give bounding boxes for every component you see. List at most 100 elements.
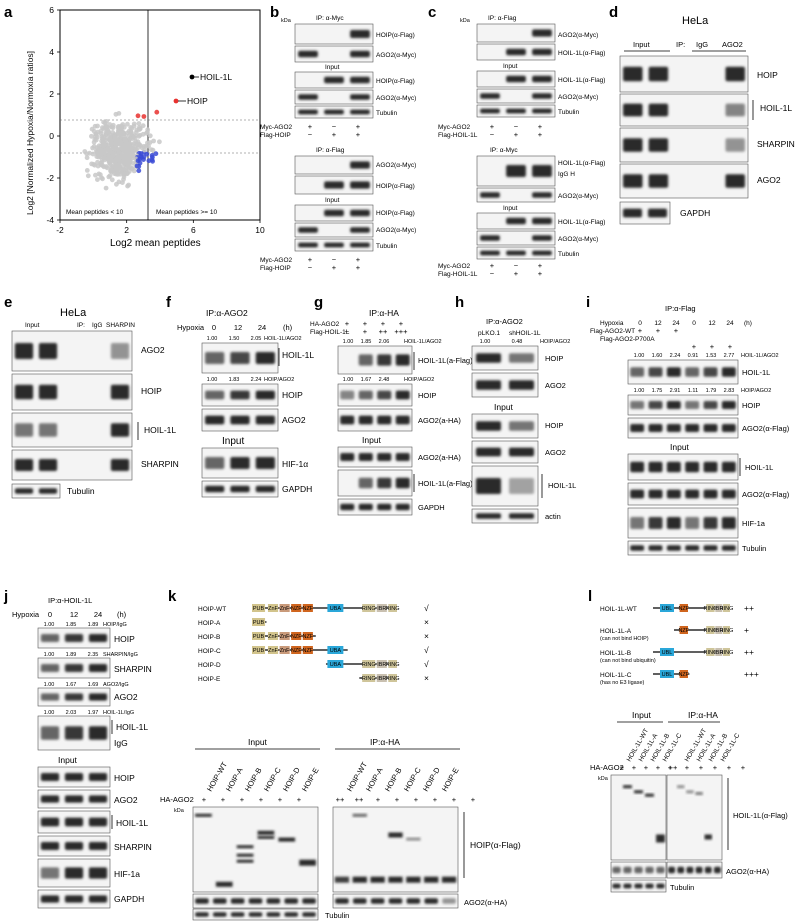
band [358,390,373,400]
scatter-point [115,154,121,160]
band [14,384,34,400]
y-tick-labels: -4 -2 0 2 4 6 [46,5,60,225]
band [38,488,58,494]
blot-i-in-hoil [627,453,739,481]
scatter-point [121,160,126,165]
band [677,785,685,789]
scatter-point [101,126,106,131]
band [721,424,736,432]
row-cell: + [395,795,400,804]
scatter-point [98,161,104,166]
band [236,859,254,863]
g-input: Input [362,435,382,445]
panel-label-l: l [588,588,592,605]
band [648,489,663,499]
h-in-3: HOIL-1L [548,481,576,490]
row-cell: + [363,327,368,336]
k-domain-label: IBR [377,676,386,682]
blot-i-in-hif [627,507,739,539]
band [623,66,643,82]
scatter-point [134,142,140,148]
k-lane-ip: HOIP-A [364,766,385,793]
k-domain-npz [291,646,302,654]
scatter-point [107,149,113,155]
blot-k-input [192,806,319,893]
row-cell: − [345,327,350,336]
blot-c2-hoil-ip-bands [506,165,552,177]
band [340,503,355,511]
e-input: Input [25,322,40,329]
row-cell: 1.89 [66,652,77,658]
band [266,912,281,917]
row-cell: + [728,342,733,351]
k-construct-mark: × [424,617,429,627]
scatter-point [107,122,113,127]
blot-h-in-actin [471,508,539,524]
band [703,367,718,377]
row-cell: + [433,795,438,804]
j-in-5: HIF-1a [114,869,140,879]
row-cell: 0 [638,320,642,327]
j-hypoxia: Hypoxia [12,610,40,619]
row-cell: + [221,795,226,804]
k-domain-zf [279,604,290,612]
band [721,517,736,529]
h-c1: pLKO.1 [478,330,500,337]
blot-i-ago2-bands [630,424,736,432]
blot-e-hoip-bands [14,384,130,400]
k-domain-label: PUB [253,648,265,654]
row-cell: + [376,795,381,804]
band [703,489,718,499]
scatter-point [128,153,133,158]
band [648,103,669,117]
band [475,353,502,363]
i-lab-3: AGO2(α-Flag) [742,424,790,433]
row-cell: ++ [336,795,345,804]
scatter-point [124,130,130,136]
band [257,835,275,839]
k-domain-pub [252,618,266,626]
band [666,517,681,529]
i-in-3: HIF-1a [742,519,766,528]
f-lab-2: HOIP [282,390,303,400]
b2-lab-1: AGO2(α-Myc) [376,162,416,169]
d-ago2: AGO2 [722,40,743,49]
blot-b-ago2-ip-bands [298,50,370,58]
band [686,866,694,874]
k-domain-ring [362,660,376,668]
band [230,352,250,364]
blot-h-in-hoil-bands [475,478,535,494]
blot-c-ago2-in [476,88,556,104]
band [350,50,370,58]
row-cell: + [514,269,519,278]
band [88,842,108,850]
l-domain-label: NZF [678,672,689,678]
blot-l-ip-bands [677,785,712,840]
band [623,208,642,218]
l-domain-ring [706,604,715,612]
scatter-point [113,171,119,177]
band [721,461,736,473]
d-lab-1: HOIP [757,70,778,80]
k-construct-mark: √ [424,603,429,613]
row-cell: + [656,326,661,335]
scatter-point [146,158,152,164]
band [630,489,645,499]
k-domain-npz [302,646,313,654]
y-tick-label: 4 [49,47,54,57]
c2-lab-igg: IgG H [558,171,575,178]
blot-c2-hoil-in-bands [506,217,552,225]
i-hypoxia: Hypoxia [600,320,624,327]
row-cell: + [538,269,543,278]
y-tick-label: 6 [49,5,54,15]
scatter-point [98,131,104,136]
blot-j-in-gapdh-bands [40,895,108,903]
blot-c2-tub-in-bands [480,250,552,256]
l-construct-name: HOIL-1L-A [600,628,632,635]
h-in-4: actin [545,512,561,521]
c2-lab-4: AGO2(α-Myc) [558,236,598,243]
g-lab-1: HOIL-1L(a-Flag) [418,356,473,365]
band [685,401,700,409]
e-lab-5: Tubulin [67,486,95,496]
